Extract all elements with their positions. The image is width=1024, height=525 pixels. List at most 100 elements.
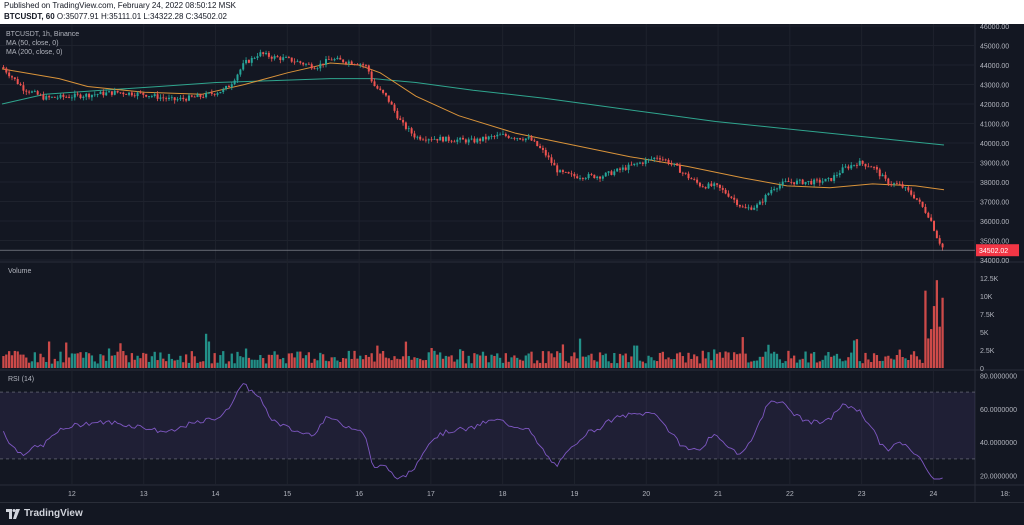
- candle-body: [102, 91, 105, 96]
- candle-body: [795, 180, 798, 185]
- candle-body: [638, 162, 641, 164]
- volume-bar: [99, 354, 102, 368]
- candle-body: [393, 104, 396, 111]
- chart-grid: [0, 24, 1024, 502]
- candle-body: [773, 189, 776, 190]
- volume-bar: [832, 355, 836, 368]
- volume-bar: [59, 351, 62, 368]
- candle-body: [730, 196, 733, 198]
- volume-bar: [744, 353, 747, 368]
- candle-body: [813, 179, 816, 185]
- volume-bar: [387, 358, 390, 368]
- candle-body: [193, 96, 196, 98]
- candle-body: [933, 220, 936, 231]
- volume-bar: [364, 355, 368, 368]
- volume-bar: [504, 353, 507, 368]
- candle-body: [479, 138, 482, 141]
- volume-bar: [139, 358, 142, 368]
- volume-bar: [804, 351, 807, 368]
- candle-body: [85, 93, 88, 97]
- candle-body: [133, 95, 136, 97]
- candle-body: [707, 183, 710, 189]
- volume-bar: [5, 354, 8, 368]
- volume-bar: [915, 356, 919, 368]
- candle-body: [884, 174, 887, 179]
- candle-body: [376, 86, 379, 89]
- volume-bar: [721, 357, 724, 368]
- chart-area[interactable]: 46000.00 45000.00 44000.00 43000.00 42000.00…: [0, 24, 1024, 502]
- candle-body: [444, 136, 447, 142]
- volume-bar: [493, 355, 496, 368]
- candle-body: [33, 91, 36, 92]
- candle-body: [630, 164, 633, 166]
- volume-bar: [684, 362, 687, 368]
- price-tick-label: 45000.00: [980, 44, 1009, 51]
- price-tick-label: 38000.00: [980, 180, 1009, 187]
- volume-bar: [299, 351, 302, 368]
- volume-bar: [247, 357, 251, 368]
- volume-bar: [222, 351, 225, 368]
- time-tick-label: 20: [642, 491, 650, 498]
- candle-body: [347, 61, 350, 64]
- candle-body: [781, 181, 784, 186]
- volume-bar: [930, 329, 933, 368]
- candle-body: [887, 178, 890, 185]
- candle-body: [210, 92, 213, 94]
- candle-body: [810, 181, 813, 185]
- candle-body: [16, 79, 19, 85]
- volume-bar: [653, 360, 656, 368]
- volume-bar: [650, 357, 653, 368]
- candle-body: [28, 91, 31, 93]
- volume-bar: [242, 357, 245, 368]
- candle-body: [387, 95, 390, 102]
- volume-bar: [733, 352, 736, 368]
- volume-bar: [658, 352, 662, 368]
- ma50-path: [1, 62, 945, 191]
- candle-body: [550, 157, 553, 164]
- volume-bar: [321, 354, 325, 368]
- volume-bar: [621, 355, 625, 368]
- candle-body: [644, 159, 647, 164]
- candle-body: [890, 184, 893, 185]
- volume-tick-label: 7.5K: [980, 312, 995, 319]
- candle-body: [801, 179, 804, 185]
- candle-body: [596, 176, 599, 179]
- volume-bar: [578, 338, 582, 368]
- volume-bar: [573, 352, 576, 368]
- candle-body: [636, 163, 639, 165]
- candle-body: [404, 122, 407, 129]
- candle-body: [564, 171, 567, 173]
- volume-bar: [741, 337, 744, 368]
- volume-bar: [778, 359, 782, 368]
- candle-body: [927, 212, 930, 218]
- candle-body: [530, 137, 533, 141]
- candle-body: [370, 71, 373, 82]
- candle-body: [616, 168, 619, 172]
- volume-bar: [521, 360, 525, 368]
- volume-bar: [556, 351, 559, 368]
- volume-bar: [775, 353, 779, 368]
- volume-tick-label: 2.5K: [980, 348, 995, 355]
- candle-body: [590, 174, 593, 175]
- candle-body: [384, 92, 387, 96]
- chart-svg[interactable]: 46000.00 45000.00 44000.00 43000.00 42000.00…: [0, 24, 1024, 502]
- candle-body: [704, 187, 707, 189]
- volume-bar: [710, 360, 713, 368]
- volume-bar: [267, 354, 271, 368]
- volume-bar: [910, 354, 913, 368]
- candle-body: [681, 172, 684, 174]
- candle-body: [653, 157, 656, 160]
- volume-bar: [196, 362, 199, 368]
- volume-bar: [173, 360, 176, 368]
- candle-body: [396, 110, 399, 119]
- footer-bar: TradingView: [0, 502, 1024, 525]
- rsi-tick-label: 40.0000000: [980, 440, 1017, 447]
- volume-bar: [635, 345, 639, 368]
- candle-body: [656, 157, 659, 159]
- volume-bar: [872, 353, 876, 368]
- volume-bar: [478, 355, 482, 368]
- candle-body: [496, 134, 499, 137]
- volume-bar: [130, 353, 134, 368]
- candle-body: [430, 139, 433, 141]
- candle-body: [205, 92, 208, 98]
